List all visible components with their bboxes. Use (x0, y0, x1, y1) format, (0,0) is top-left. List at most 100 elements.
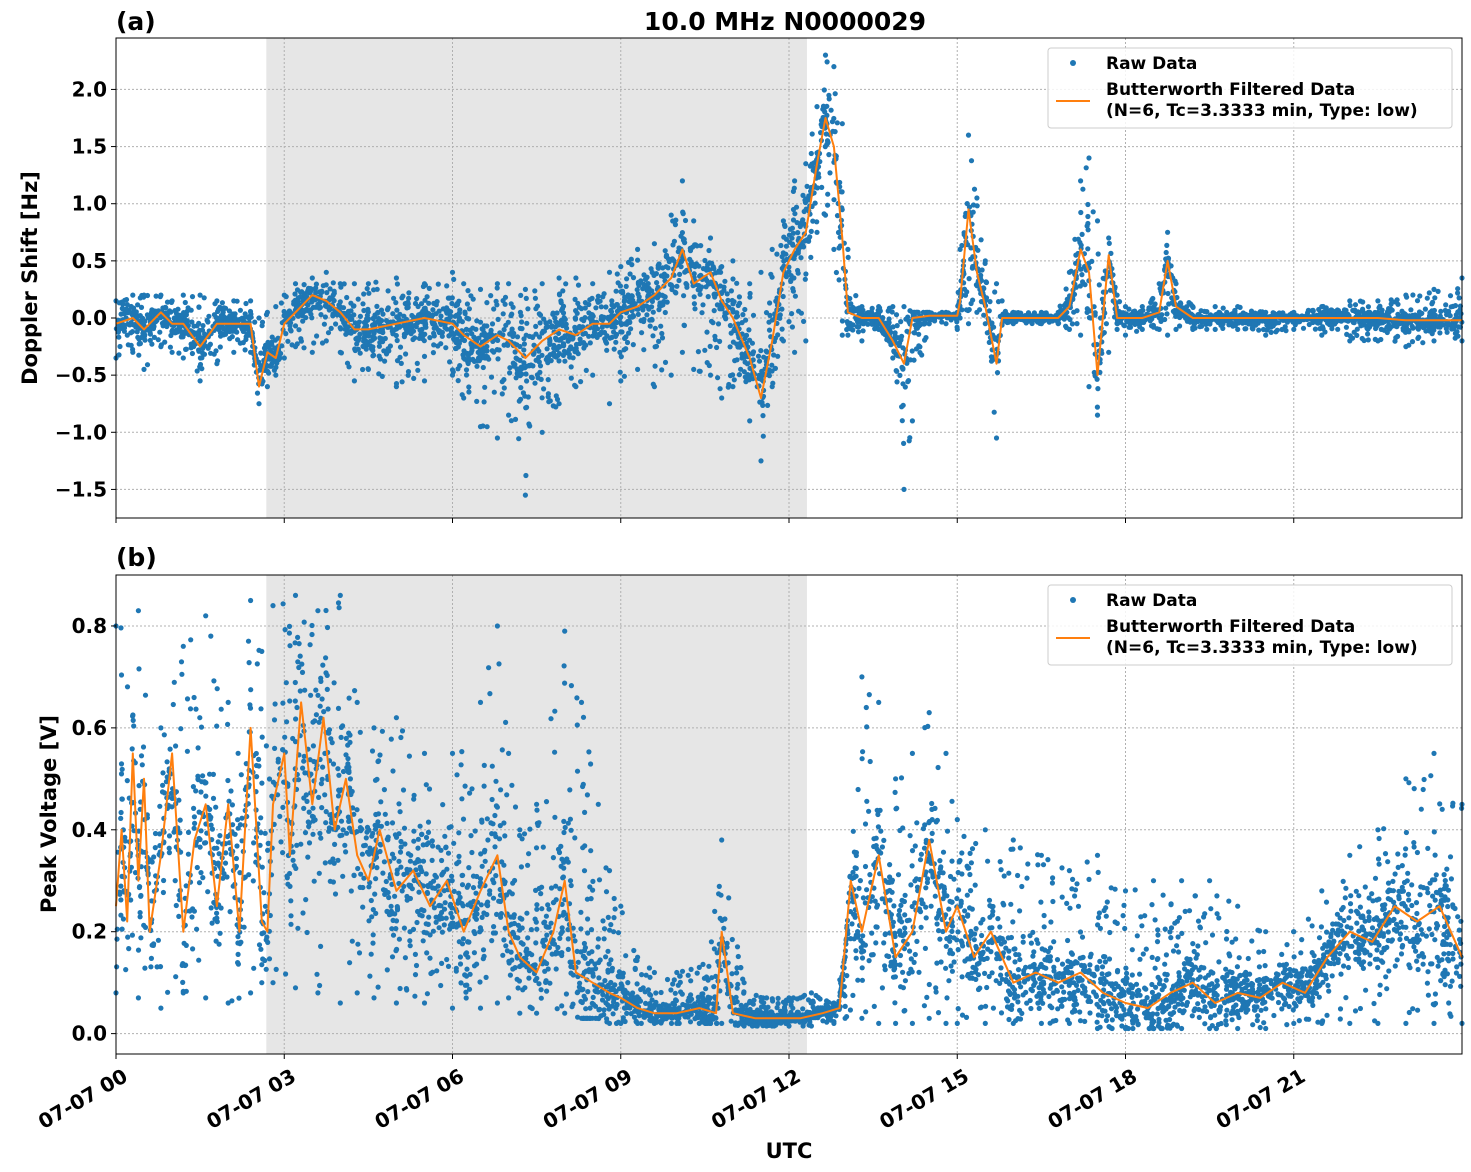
raw-data-point (643, 276, 649, 282)
raw-data-point (650, 333, 656, 339)
raw-data-point (1395, 301, 1401, 307)
raw-data-point (205, 889, 211, 895)
raw-data-point (1429, 331, 1435, 337)
raw-data-point (1055, 309, 1061, 315)
raw-data-point (1403, 344, 1409, 350)
raw-data-point (365, 366, 371, 372)
raw-data-point (158, 292, 164, 298)
raw-data-point (717, 338, 723, 344)
raw-data-point (618, 378, 624, 384)
raw-data-point (681, 293, 687, 299)
raw-data-point (1216, 959, 1222, 965)
raw-data-point (789, 311, 795, 317)
raw-data-point (623, 346, 629, 352)
raw-data-point (451, 276, 457, 282)
legend-filtered-label: (N=6, Tc=3.3333 min, Type: low) (1106, 101, 1418, 121)
raw-data-point (560, 303, 567, 309)
raw-data-point (614, 302, 620, 308)
raw-data-point (1243, 326, 1249, 332)
raw-data-point (742, 306, 748, 313)
raw-data-point (399, 379, 405, 385)
raw-data-point (1063, 286, 1069, 292)
raw-data-point (662, 359, 669, 365)
raw-data-point (900, 366, 906, 372)
raw-data-point (636, 298, 642, 304)
raw-data-point (577, 340, 583, 347)
raw-data-point (144, 312, 150, 318)
raw-data-point (236, 995, 242, 1001)
raw-data-point (1376, 305, 1382, 311)
raw-data-point (1195, 918, 1202, 924)
raw-data-point (1235, 326, 1241, 332)
raw-data-point (1431, 338, 1437, 344)
raw-data-point (715, 321, 722, 327)
raw-data-point (421, 378, 428, 384)
raw-data-point (462, 310, 468, 317)
raw-data-point (561, 663, 567, 669)
raw-data-point (563, 281, 569, 287)
raw-data-point (573, 384, 579, 390)
raw-data-point (563, 321, 569, 327)
raw-data-point (898, 337, 904, 343)
raw-data-point (1414, 298, 1421, 304)
raw-data-point (812, 200, 818, 206)
raw-data-point (276, 356, 282, 363)
raw-data-point (292, 323, 299, 329)
raw-data-point (220, 325, 226, 331)
raw-data-point (1443, 302, 1449, 308)
raw-data-point (1415, 325, 1421, 331)
raw-data-point (1156, 326, 1162, 332)
raw-data-point (746, 375, 752, 381)
raw-data-point (1020, 939, 1026, 945)
raw-data-point (397, 354, 403, 360)
raw-data-point (316, 794, 322, 801)
raw-data-point (679, 968, 686, 974)
raw-data-point (518, 313, 524, 319)
raw-data-point (998, 1010, 1005, 1016)
raw-data-point (552, 749, 558, 755)
raw-data-point (853, 955, 859, 961)
raw-data-point (859, 304, 865, 310)
raw-data-point (1152, 301, 1158, 307)
raw-data-point (1094, 412, 1101, 418)
raw-data-point (522, 286, 529, 292)
raw-data-point (294, 298, 300, 304)
raw-data-point (1356, 893, 1362, 899)
raw-data-point (334, 312, 340, 318)
raw-data-point (197, 378, 203, 384)
raw-data-point (1124, 318, 1130, 324)
raw-data-point (734, 280, 740, 286)
raw-data-point (758, 458, 764, 464)
raw-data-point (1284, 319, 1290, 325)
raw-data-point (691, 366, 697, 372)
raw-data-point (781, 258, 787, 264)
raw-data-point (491, 306, 497, 312)
raw-data-point (871, 1003, 877, 1010)
raw-data-point (740, 312, 746, 318)
raw-data-point (803, 338, 809, 344)
raw-data-point (1426, 290, 1432, 296)
raw-data-point (524, 910, 530, 916)
raw-data-point (750, 312, 757, 318)
raw-data-point (586, 333, 592, 339)
raw-data-point (606, 269, 613, 275)
raw-data-point (534, 303, 541, 309)
raw-data-point (448, 313, 454, 319)
raw-data-point (524, 378, 530, 384)
raw-data-point (613, 339, 619, 345)
raw-data-point (1218, 322, 1224, 328)
raw-data-point (351, 312, 357, 318)
raw-data-point (587, 315, 593, 321)
raw-data-point (1164, 311, 1170, 317)
raw-data-point (155, 337, 161, 343)
raw-data-point (766, 327, 773, 333)
raw-data-point (975, 247, 981, 253)
raw-data-point (451, 331, 457, 337)
raw-data-point (521, 360, 527, 366)
raw-data-point (1365, 304, 1371, 310)
raw-data-point (371, 330, 377, 336)
raw-data-point (867, 311, 873, 317)
raw-data-point (595, 293, 601, 299)
raw-data-point (1085, 246, 1091, 252)
raw-data-point (1381, 327, 1387, 333)
